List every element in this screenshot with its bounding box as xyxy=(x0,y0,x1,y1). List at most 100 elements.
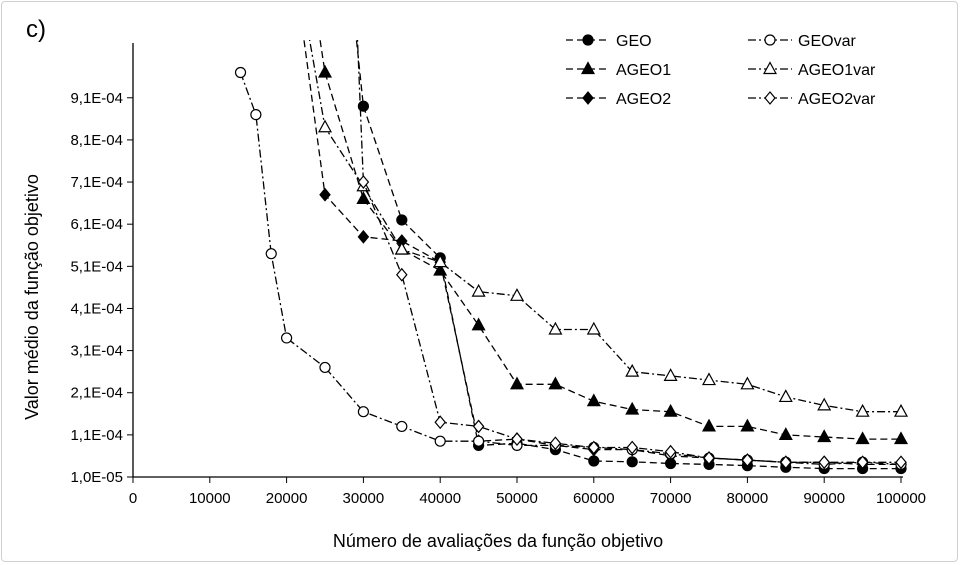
data-point-geovar xyxy=(250,109,262,121)
series-ageo1var xyxy=(308,40,909,417)
series-line-geovar xyxy=(239,72,902,466)
y-tick-label: 2,1E-04 xyxy=(70,385,123,402)
data-point-ageo1var xyxy=(548,321,563,335)
x-tick-label: 70000 xyxy=(650,490,692,507)
panel-label: c) xyxy=(26,16,46,43)
data-point-geovar xyxy=(234,66,247,79)
data-point-ageo1 xyxy=(509,376,525,390)
data-point-ageo1 xyxy=(356,191,371,205)
data-point-geovar xyxy=(281,332,293,344)
x-tick-label: 100000 xyxy=(876,490,926,507)
series-ageo1 xyxy=(317,40,909,445)
data-point-ageo1 xyxy=(893,431,909,445)
data-point-ageo2var xyxy=(396,267,408,282)
data-point-ageo1 xyxy=(817,429,832,443)
data-point-ageo1var xyxy=(317,119,333,133)
legend-label: AGEO1var xyxy=(798,62,876,79)
legend-label: AGEO1 xyxy=(616,62,671,79)
data-point-ageo1 xyxy=(625,401,640,415)
data-point-ageo2var xyxy=(780,455,792,470)
legend-label: AGEO2 xyxy=(616,91,671,108)
data-point-ageo1var xyxy=(625,363,640,377)
data-point-ageo1 xyxy=(663,403,678,417)
x-tick-label: 10000 xyxy=(189,490,231,507)
legend-item-geo: GEO xyxy=(566,33,652,50)
legend-marker-ageo2 xyxy=(582,91,594,105)
data-point-ageo1var xyxy=(394,241,409,255)
data-point-ageo1 xyxy=(317,64,333,78)
data-point-ageo1var xyxy=(893,403,909,417)
y-tick-label: 8,1E-04 xyxy=(70,132,123,149)
legend-marker-geo xyxy=(582,34,594,46)
legend-item-ageo1var: AGEO1var xyxy=(748,61,876,79)
y-tick-label: 6,1E-04 xyxy=(70,216,123,233)
series-ageo2var xyxy=(356,40,907,470)
x-tick-label: 40000 xyxy=(419,490,461,507)
legend-marker-ageo2var xyxy=(764,91,776,105)
x-tick-label: 60000 xyxy=(573,490,615,507)
series-geovar xyxy=(234,66,907,470)
data-point-ageo2var xyxy=(626,440,638,455)
x-axis-label: Número de avaliações da função objetivo xyxy=(333,531,663,551)
x-tick-label: 20000 xyxy=(266,490,308,507)
x-tick-label: 30000 xyxy=(343,490,385,507)
data-point-ageo1 xyxy=(548,376,563,390)
data-point-ageo2var xyxy=(895,455,907,470)
series-line-ageo2var xyxy=(356,40,901,463)
series-line-geo xyxy=(355,40,901,470)
data-point-geo xyxy=(626,456,638,468)
data-point-ageo1var xyxy=(433,254,448,268)
x-tick-label: 0 xyxy=(129,490,137,507)
data-point-ageo1var xyxy=(471,283,486,297)
data-point-ageo1 xyxy=(586,393,601,407)
data-point-ageo1var xyxy=(778,389,793,403)
data-point-ageo1 xyxy=(701,418,717,432)
data-point-ageo2var xyxy=(434,415,446,430)
data-point-ageo1 xyxy=(855,431,870,445)
legend-item-ageo1: AGEO1 xyxy=(566,61,671,79)
data-point-ageo1var xyxy=(817,397,832,411)
data-point-ageo2var xyxy=(856,455,869,470)
y-tick-label: 5,1E-04 xyxy=(70,258,123,275)
data-point-ageo1var xyxy=(509,288,525,301)
data-point-ageo2var xyxy=(664,444,677,459)
data-point-geovar xyxy=(265,248,277,260)
legend-label: GEOvar xyxy=(798,33,856,50)
y-tick-label: 3,1E-04 xyxy=(70,343,123,360)
series-line-ageo1var xyxy=(308,40,901,413)
legend-marker-ageo1var xyxy=(762,61,778,75)
data-point-ageo1 xyxy=(740,418,755,432)
y-tick-label: 9,1E-04 xyxy=(70,90,123,107)
x-tick-label: 90000 xyxy=(803,490,845,507)
data-point-ageo2var xyxy=(549,436,562,451)
data-point-ageo2 xyxy=(319,187,331,202)
data-point-geo xyxy=(588,455,600,467)
data-point-geovar xyxy=(396,420,408,433)
data-point-ageo2var xyxy=(588,440,600,455)
legend-marker-ageo1 xyxy=(580,61,596,75)
data-point-ageo1var xyxy=(586,321,601,335)
data-point-ageo2var xyxy=(703,451,715,465)
data-point-ageo1 xyxy=(778,427,793,440)
y-tick-label: 7,1E-04 xyxy=(70,174,123,191)
x-tick-label: 50000 xyxy=(496,490,538,507)
y-tick-label: 1,0E-05 xyxy=(70,469,123,486)
data-point-ageo1var xyxy=(855,403,870,417)
data-point-geovar xyxy=(473,435,485,447)
data-point-ageo1 xyxy=(471,317,486,331)
data-point-ageo2var xyxy=(357,175,370,189)
data-point-geovar xyxy=(319,361,331,374)
data-point-geovar xyxy=(434,435,446,447)
legend-item-geovar: GEOvar xyxy=(748,33,856,50)
data-point-ageo1 xyxy=(433,262,448,276)
legend-item-ageo2var: AGEO2var xyxy=(748,91,876,108)
data-point-ageo2var xyxy=(511,432,523,447)
data-point-geovar xyxy=(357,406,369,418)
legend-marker-geovar xyxy=(764,34,776,46)
y-tick-label: 4,1E-04 xyxy=(70,300,123,317)
legend-item-ageo2: AGEO2 xyxy=(566,91,671,108)
data-point-ageo1var xyxy=(701,372,717,386)
data-point-ageo2var xyxy=(741,453,754,468)
